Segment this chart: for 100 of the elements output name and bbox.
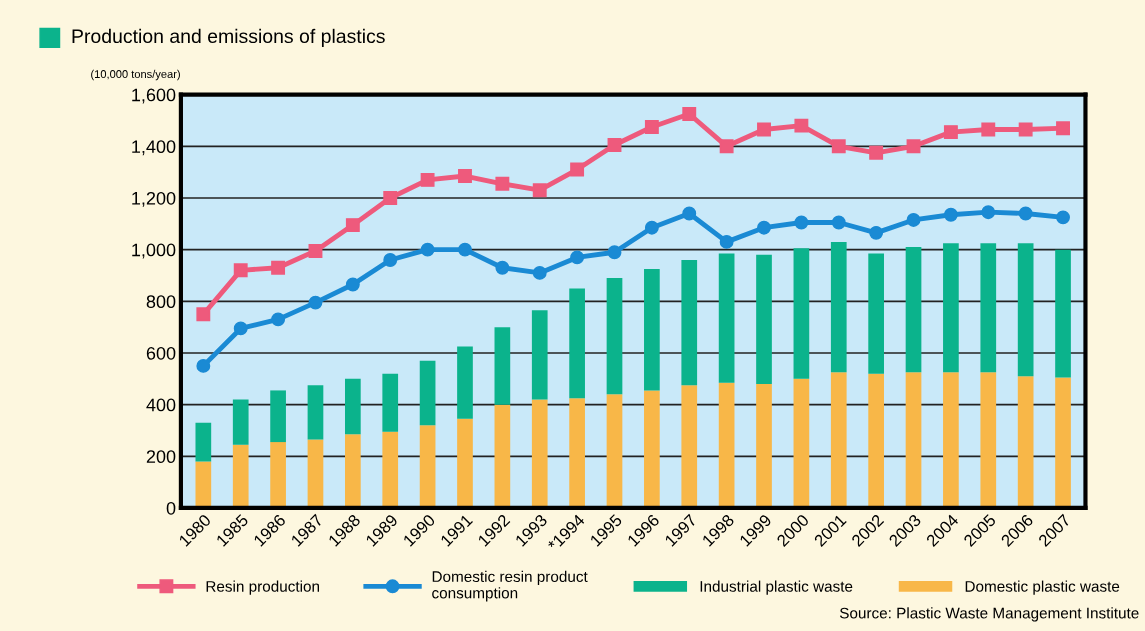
point [757,122,771,137]
y-axis-title: (10,000 tons/year) [91,69,180,81]
point [682,206,697,221]
point [495,176,510,191]
bar [756,254,772,384]
legend-label: Resin production [206,580,319,595]
chart-title: Production and emissions of plastics [72,28,385,47]
bar [419,425,436,508]
bar [793,248,810,379]
bar [345,378,361,435]
point [943,125,958,140]
y-tick-label: 800 [146,295,176,309]
bar [1017,376,1034,508]
bar [195,422,212,462]
bar [606,278,623,395]
bar [569,288,585,399]
point [943,207,958,222]
bar [307,439,324,508]
bar [270,442,286,508]
point [196,358,211,373]
point [719,234,734,249]
bar [943,372,959,508]
bar [345,434,361,508]
bar [457,418,473,508]
point [345,218,360,233]
point [233,321,248,336]
point [271,260,286,275]
point [383,253,398,267]
point [831,215,846,230]
bar [419,360,436,426]
point [308,295,323,310]
bar [718,382,735,508]
bar [232,399,249,445]
bar [756,383,772,508]
bar [905,372,922,508]
point [906,212,921,227]
bar [232,444,249,508]
point [682,107,697,121]
y-tick-label: 0 [166,501,176,515]
bar [531,310,548,400]
point [831,139,846,154]
legend-label: Domestic resin product consumption [432,570,588,602]
bar [457,346,473,419]
bar [1017,243,1034,377]
bar [569,398,585,508]
bar [494,327,511,405]
bar [681,259,698,386]
bar [195,461,212,508]
y-tick-label: 400 [146,398,176,412]
point [981,122,996,137]
point [719,139,734,154]
bar [905,247,922,373]
bar [606,394,623,508]
point [570,250,585,265]
point [458,242,472,257]
point [1018,122,1033,137]
bar [307,385,324,440]
point [1056,210,1070,225]
point [794,118,809,133]
bar [644,269,660,391]
point [383,191,398,205]
y-tick-label: 200 [146,450,176,464]
bar [531,399,548,508]
point [906,139,921,154]
bar [644,390,660,508]
point [869,225,884,240]
bar [793,378,810,508]
bar [382,373,399,432]
point [495,260,510,275]
point [532,265,547,280]
bar [382,431,399,508]
point [757,220,771,235]
bar [868,253,884,374]
point [607,245,622,260]
y-tick-label: 1,000 [132,243,176,259]
point [1056,121,1070,136]
point [271,312,286,327]
point [794,215,809,230]
point [196,307,211,322]
bar [1055,249,1071,378]
point [869,145,884,160]
y-tick-label: 1,600 [132,88,176,104]
point [644,220,659,235]
bar [868,373,884,508]
point [1018,206,1033,221]
point [981,205,996,220]
point [458,169,472,183]
bar [494,404,511,508]
bar [943,243,959,373]
y-tick-label: 1,400 [132,140,176,156]
bar [980,243,997,373]
y-tick-label: 1,200 [132,191,176,207]
bar [270,390,286,443]
bar [718,253,735,383]
bar [681,385,698,508]
point [345,277,360,292]
point [570,162,585,177]
point [233,263,248,278]
point [308,243,323,258]
y-tick-label: 600 [146,346,176,360]
